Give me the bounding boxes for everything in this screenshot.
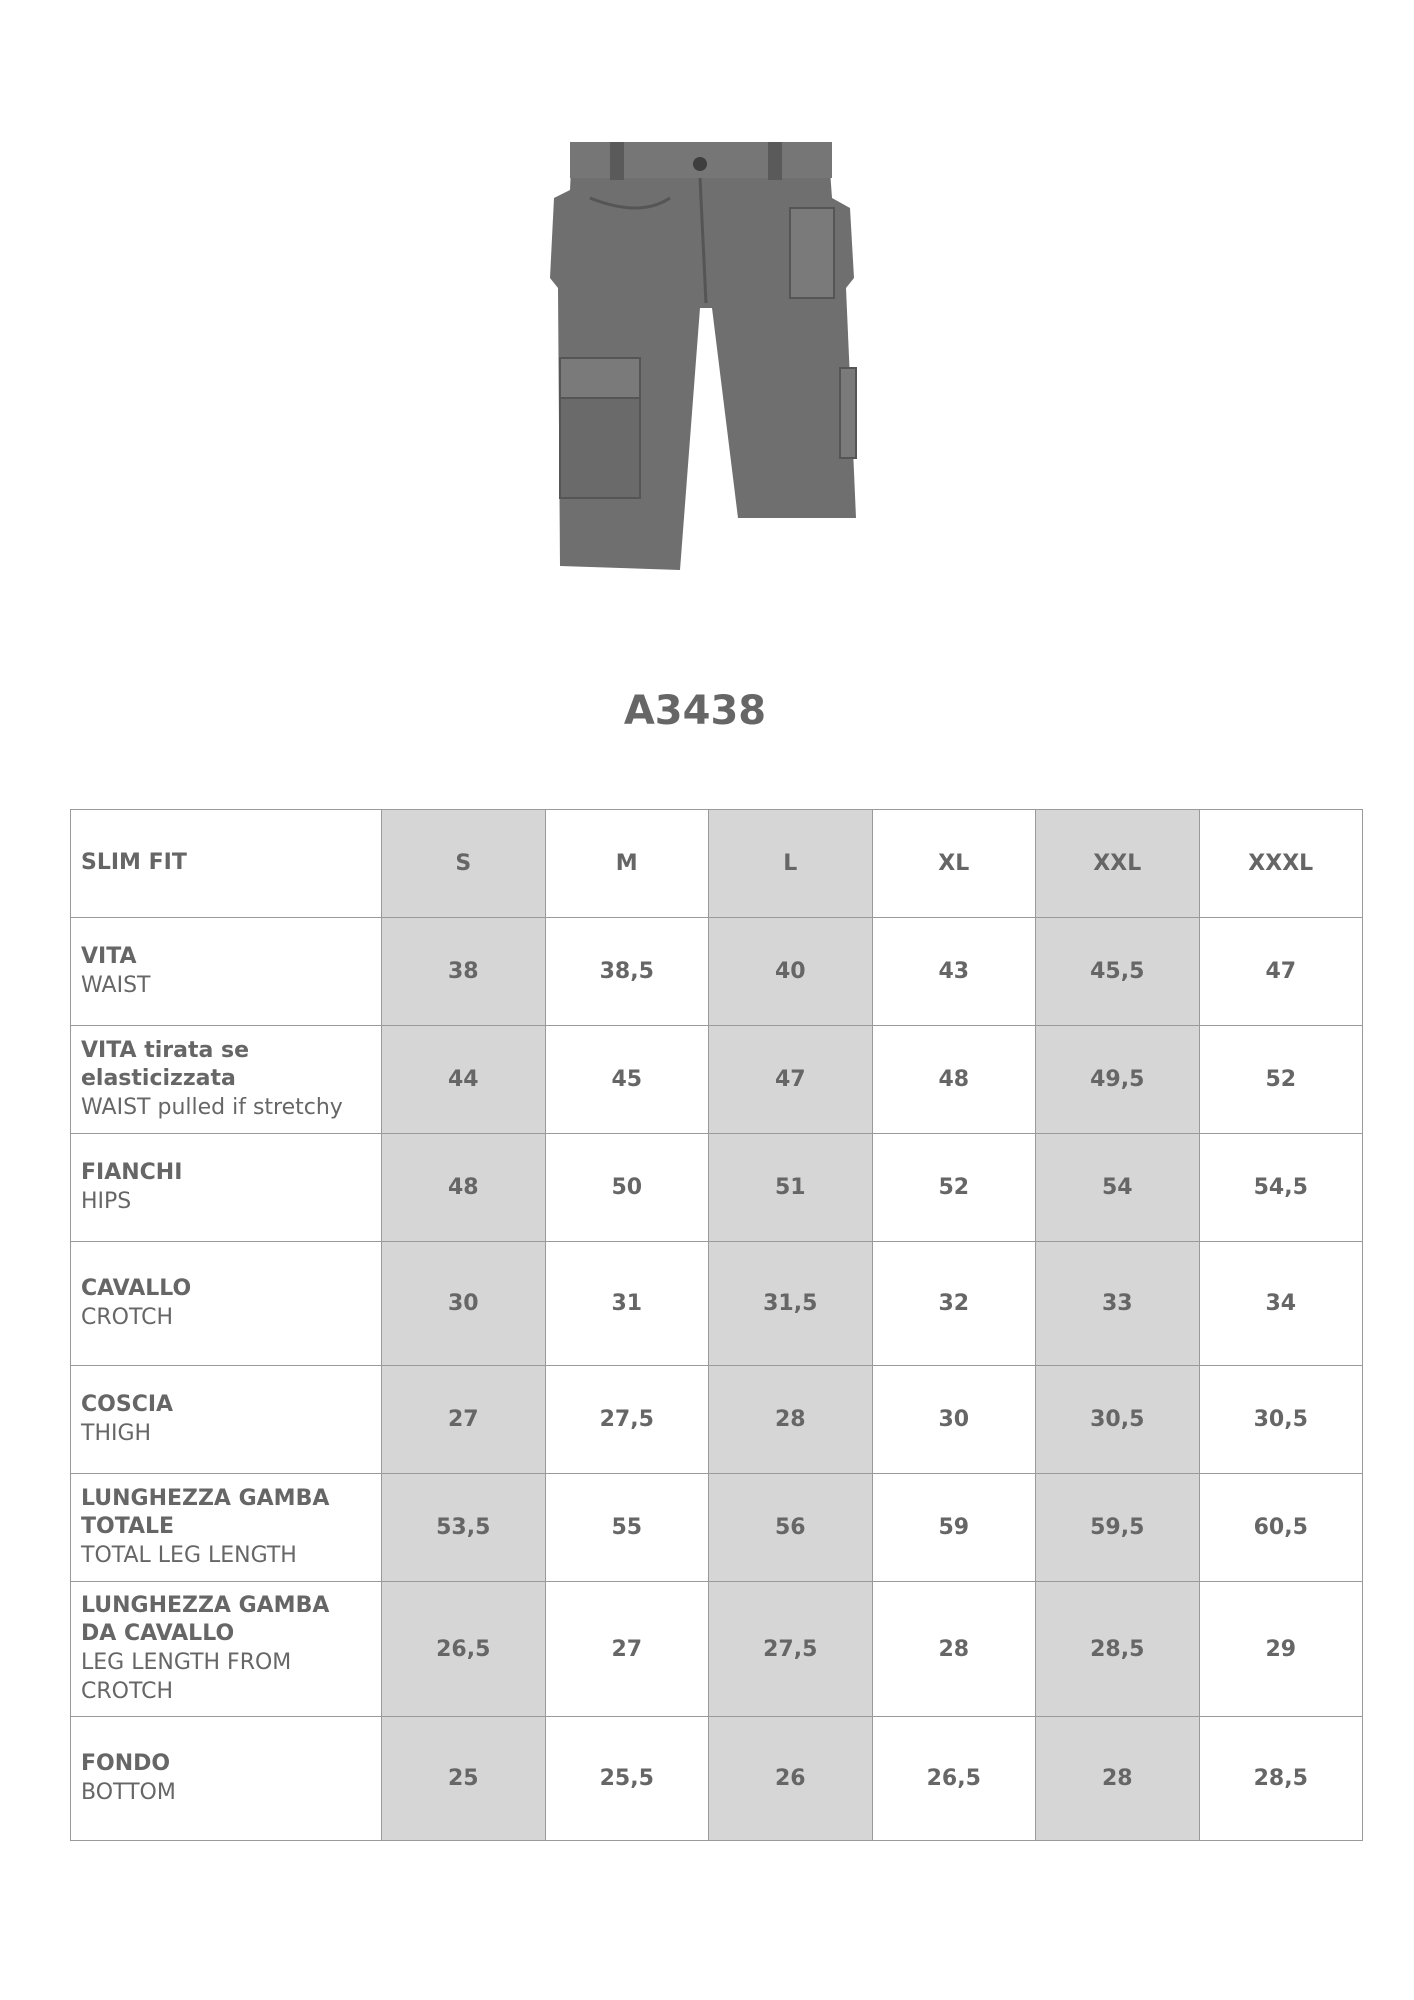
table-row: FONDO BOTTOM 25 25,5 26 26,5 28 28,5	[70, 1716, 1363, 1841]
measurement-label: LUNGHEZZA GAMBA TOTALE TOTAL LEG LENGTH	[70, 1473, 382, 1582]
measurement-value: 38,5	[544, 917, 709, 1026]
measurement-value: 60,5	[1198, 1473, 1363, 1582]
table-row: CAVALLO CROTCH 30 31 31,5 32 33 34	[70, 1241, 1363, 1366]
measurement-value: 28	[871, 1581, 1036, 1717]
measurement-name-it: CAVALLO	[81, 1275, 192, 1301]
measurement-name-en: THIGH	[81, 1420, 152, 1446]
measurement-value: 30	[871, 1365, 1036, 1474]
measurement-value: 49,5	[1035, 1025, 1200, 1134]
measurement-name-it: LUNGHEZZA GAMBA DA CAVALLO	[81, 1592, 330, 1647]
measurement-value: 53,5	[381, 1473, 546, 1582]
measurement-value: 59,5	[1035, 1473, 1200, 1582]
measurement-label: FONDO BOTTOM	[70, 1716, 382, 1841]
measurement-value: 51	[708, 1133, 873, 1242]
measurement-value: 27	[544, 1581, 709, 1717]
measurement-label: COSCIA THIGH	[70, 1365, 382, 1474]
measurement-value: 56	[708, 1473, 873, 1582]
size-header-xxl: XXL	[1035, 809, 1200, 918]
fit-label-text: SLIM FIT	[81, 850, 187, 876]
measurement-value: 40	[708, 917, 873, 1026]
measurement-label: FIANCHI HIPS	[70, 1133, 382, 1242]
measurement-value: 28	[708, 1365, 873, 1474]
measurement-value: 29	[1198, 1581, 1363, 1717]
measurement-value: 33	[1035, 1241, 1200, 1366]
table-row: LUNGHEZZA GAMBA TOTALE TOTAL LEG LENGTH 53…	[70, 1473, 1363, 1582]
measurement-value: 52	[1198, 1025, 1363, 1134]
measurement-name-it: VITA tirata se elasticizzata	[81, 1037, 249, 1092]
measurement-label: VITA WAIST	[70, 917, 382, 1026]
measurement-name-en: WAIST pulled if stretchy	[81, 1094, 343, 1120]
size-table: SLIM FIT S M L XL XXL XXXL VITA WAIST 38 38,5 40 4…	[70, 809, 1363, 1841]
measurement-value: 43	[871, 917, 1036, 1026]
table-row: FIANCHI HIPS 48 50 51 52 54 54,5	[70, 1133, 1363, 1242]
measurement-value: 38	[381, 917, 546, 1026]
size-header-s: S	[381, 809, 546, 918]
measurement-name-it: FIANCHI	[81, 1159, 183, 1185]
table-row: VITA WAIST 38 38,5 40 43 45,5 47	[70, 917, 1363, 1026]
measurement-name-it: COSCIA	[81, 1391, 174, 1417]
measurement-value: 31	[544, 1241, 709, 1366]
size-header-l: L	[708, 809, 873, 918]
measurement-value: 52	[871, 1133, 1036, 1242]
measurement-value: 32	[871, 1241, 1036, 1366]
measurement-value: 55	[544, 1473, 709, 1582]
table-row: VITA tirata se elasticizzata WAIST pulled…	[70, 1025, 1363, 1134]
measurement-name-it: FONDO	[81, 1750, 171, 1776]
measurement-name-en: WAIST	[81, 972, 151, 998]
measurement-value: 28	[1035, 1716, 1200, 1841]
measurement-value: 54	[1035, 1133, 1200, 1242]
size-header-m: M	[544, 809, 709, 918]
measurement-value: 28,5	[1035, 1581, 1200, 1717]
measurement-value: 45	[544, 1025, 709, 1134]
measurement-value: 45,5	[1035, 917, 1200, 1026]
measurement-value: 59	[871, 1473, 1036, 1582]
size-header-xl: XL	[871, 809, 1036, 918]
measurement-value: 26,5	[381, 1581, 546, 1717]
measurement-value: 47	[1198, 917, 1363, 1026]
size-header-row: SLIM FIT S M L XL XXL XXXL	[70, 809, 1363, 918]
measurement-name-en: TOTAL LEG LENGTH	[81, 1542, 297, 1568]
measurement-value: 48	[871, 1025, 1036, 1134]
measurement-value: 50	[544, 1133, 709, 1242]
measurement-value: 26,5	[871, 1716, 1036, 1841]
measurement-label: CAVALLO CROTCH	[70, 1241, 382, 1366]
measurement-value: 27,5	[708, 1581, 873, 1717]
measurement-value: 47	[708, 1025, 873, 1134]
measurement-name-it: VITA	[81, 943, 137, 969]
measurement-name-en: CROTCH	[81, 1304, 174, 1330]
measurement-value: 28,5	[1198, 1716, 1363, 1841]
measurement-name-en: LEG LENGTH FROM CROTCH	[81, 1650, 292, 1704]
measurement-value: 25	[381, 1716, 546, 1841]
measurement-value: 44	[381, 1025, 546, 1134]
measurement-value: 34	[1198, 1241, 1363, 1366]
size-header-xxxl: XXXL	[1198, 809, 1363, 918]
measurement-name-it: LUNGHEZZA GAMBA TOTALE	[81, 1485, 330, 1540]
measurement-value: 30	[381, 1241, 546, 1366]
measurement-value: 30,5	[1035, 1365, 1200, 1474]
measurement-name-en: BOTTOM	[81, 1779, 176, 1805]
product-code-title: A3438	[623, 688, 767, 734]
measurement-label: VITA tirata se elasticizzata WAIST pulled…	[70, 1025, 382, 1134]
measurement-name-en: HIPS	[81, 1188, 132, 1214]
measurement-value: 54,5	[1198, 1133, 1363, 1242]
measurement-label: LUNGHEZZA GAMBA DA CAVALLO LEG LENGTH FRO…	[70, 1581, 382, 1717]
measurement-value: 27	[381, 1365, 546, 1474]
measurement-value: 26	[708, 1716, 873, 1841]
cargo-shorts-image	[550, 142, 857, 570]
table-row: COSCIA THIGH 27 27,5 28 30 30,5 30,5	[70, 1365, 1363, 1474]
measurement-value: 30,5	[1198, 1365, 1363, 1474]
fit-label: SLIM FIT	[70, 809, 382, 918]
measurement-value: 48	[381, 1133, 546, 1242]
measurement-value: 31,5	[708, 1241, 873, 1366]
measurement-value: 25,5	[544, 1716, 709, 1841]
measurement-value: 27,5	[544, 1365, 709, 1474]
table-row: LUNGHEZZA GAMBA DA CAVALLO LEG LENGTH FRO…	[70, 1581, 1363, 1717]
